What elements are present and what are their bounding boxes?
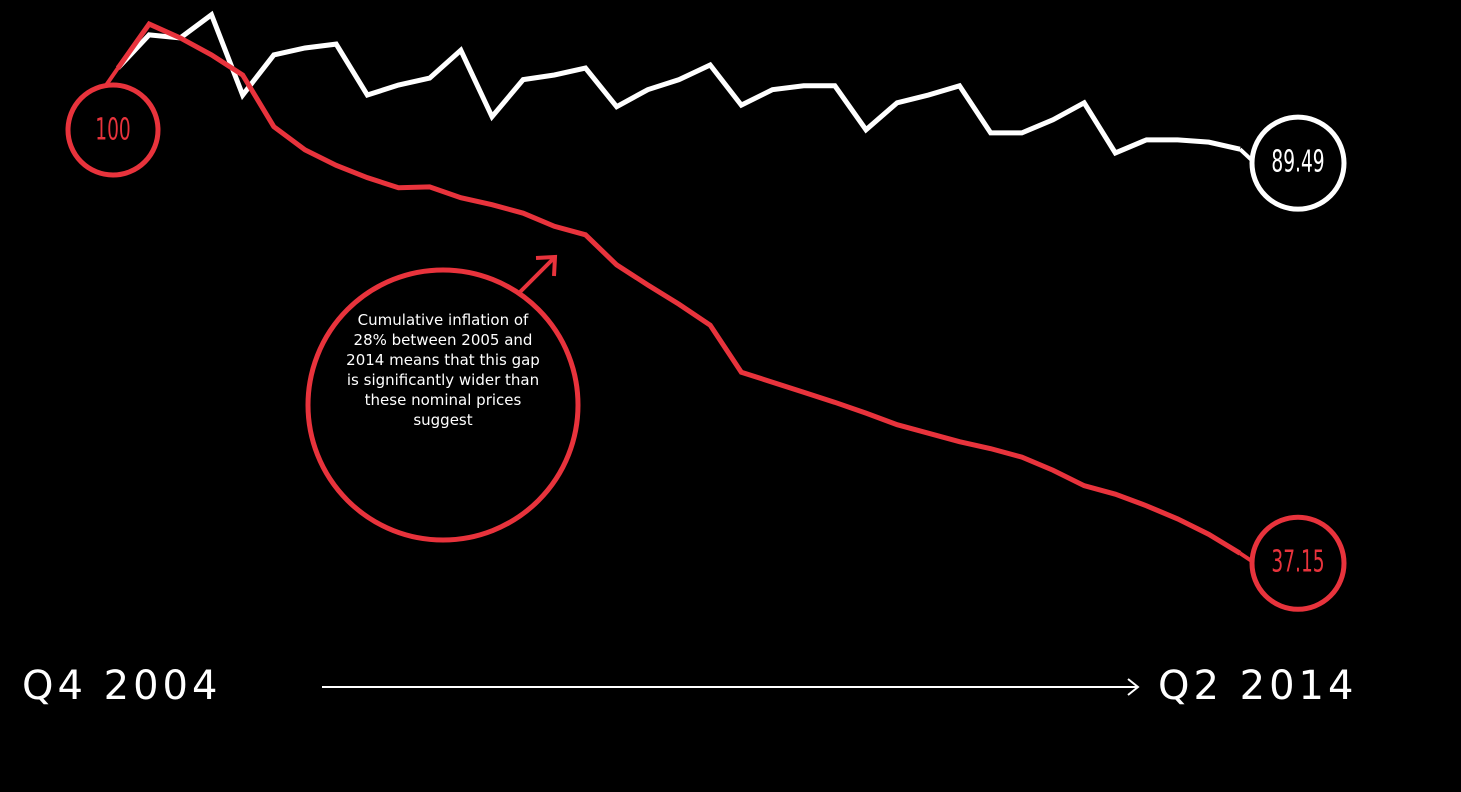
legend-entry: Predicted price based on changes in EBIT…	[367, 738, 713, 786]
legend-entry: Effective price per minute	[806, 766, 1054, 788]
value-label-circle	[1249, 114, 1347, 212]
annotation-circle	[305, 267, 581, 543]
value-label-circle	[1249, 514, 1347, 612]
annotation-arrow	[518, 257, 555, 294]
x-end-label: Q2 2014	[1158, 663, 1357, 709]
x-start-label: Q4 2004	[22, 663, 221, 709]
time-arrowhead	[1127, 678, 1140, 696]
annotation: Cumulative inflation of 28% between 2005…	[346, 311, 540, 429]
value-label-circle	[65, 82, 161, 178]
series-line	[115, 20, 1242, 556]
value-label: 37.15	[1271, 544, 1324, 579]
value-label: 89.49	[1271, 144, 1324, 179]
annotation-arrowhead	[535, 254, 558, 277]
value-label: 100	[95, 112, 130, 147]
series-line	[116, 10, 1241, 157]
